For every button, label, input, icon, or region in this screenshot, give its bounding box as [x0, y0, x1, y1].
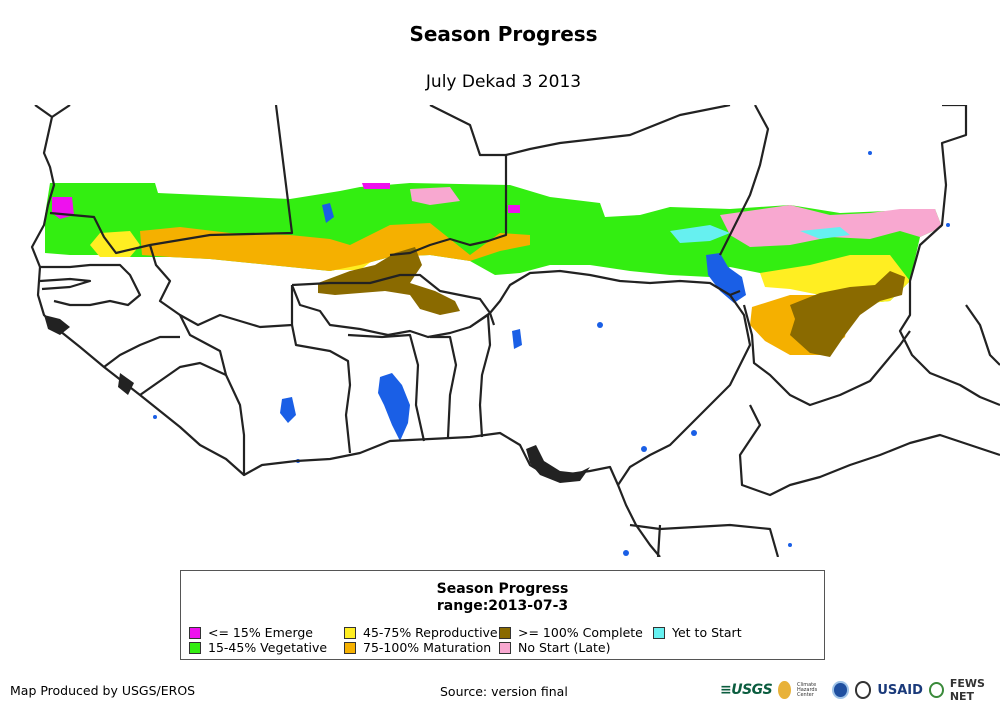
region-emerge-north: [362, 183, 390, 189]
season-progress-map: [30, 105, 1000, 557]
chc-drop-icon: [778, 681, 791, 699]
legend-label-complete: >= 100% Complete: [518, 625, 643, 640]
legend: Season Progress range:2013-07-3 <= 15% E…: [180, 570, 825, 660]
sierra-leone-coast: [118, 373, 134, 395]
fews-net-icon: [928, 682, 944, 698]
border-benin-nigeria: [469, 313, 492, 438]
chc-logo-text: Climate Hazards Center: [796, 681, 818, 698]
legend-label-maturation: 75-100% Maturation: [363, 640, 492, 655]
coastal-dark-layer: [44, 315, 590, 483]
legend-item-vegetative: 15-45% Vegetative: [189, 641, 327, 655]
border-niger-libya: [719, 105, 770, 256]
legend-item-no-start: No Start (Late): [499, 641, 610, 655]
legend-item-reproductive: 45-75% Reproductive: [344, 626, 498, 640]
legend-item-yet-to-start: Yet to Start: [653, 626, 742, 640]
source-note: Source: version final: [440, 684, 568, 699]
border-car: [738, 404, 1000, 497]
legend-item-maturation: 75-100% Maturation: [344, 641, 491, 655]
coastline: [30, 105, 661, 557]
border-gabon: [656, 524, 662, 557]
region-complete-nigeria: [790, 271, 905, 357]
map-subtitle: July Dekad 3 2013: [425, 72, 582, 92]
legend-title-text: Season Progress: [436, 581, 569, 597]
fews-net-logo: FEWS NET: [949, 677, 985, 703]
seal-logo-icon: [854, 681, 872, 699]
legend-range: range:2013-07-3: [436, 598, 569, 614]
border-ivory-ghana: [290, 324, 352, 454]
border-mauritania-mali: [49, 105, 294, 255]
reservoir-3: [641, 446, 647, 452]
niger-delta: [526, 445, 590, 483]
border-togo-benin: [430, 335, 458, 438]
legend-label-vegetative: 15-45% Vegetative: [208, 640, 328, 655]
lake-volta: [378, 373, 410, 441]
region-nostart-east: [720, 205, 942, 247]
legend-label-yet-to-start: Yet to Start: [672, 625, 742, 640]
border-liberia: [139, 361, 227, 396]
legend-swatch-reproductive: [344, 627, 356, 639]
legend-swatch-no-start: [499, 642, 511, 654]
region-complete-mali: [318, 247, 460, 315]
border-nigeria-cameroon: [617, 294, 752, 486]
border-mali-algeria: [389, 105, 508, 257]
region-nostart-mali: [410, 187, 460, 205]
guinea-bissau-coast: [44, 315, 70, 335]
border-congo: [629, 523, 780, 557]
reservoir-2: [691, 430, 697, 436]
usaid-logo: USAID: [877, 682, 923, 698]
border-cameroon-chad: [742, 304, 911, 407]
border-chad-libya: [898, 105, 1000, 407]
lake-chad: [706, 253, 746, 303]
partner-logos: ≡USGS Climate Hazards Center USAID FEWS …: [720, 677, 1007, 703]
reservoir-9: [788, 543, 792, 547]
season-layer: [45, 183, 942, 357]
reservoir-8: [623, 550, 629, 556]
region-yet-to-start-east: [800, 227, 850, 239]
border-ghana-togo: [347, 333, 426, 442]
water-layer: [153, 151, 950, 556]
legend-item-emerge: <= 15% Emerge: [189, 626, 313, 640]
produced-by-credit: Map Produced by USGS/EROS: [10, 683, 196, 698]
border-west-senegal: [40, 263, 142, 307]
legend-swatch-yet-to-start: [653, 627, 665, 639]
legend-swatch-maturation: [344, 642, 356, 654]
border-algeria-niger: [505, 105, 731, 157]
lake-kainji: [512, 329, 522, 349]
legend-swatch-emerge: [189, 627, 201, 639]
region-yet-to-start: [670, 225, 730, 243]
region-emerge-mali: [508, 205, 520, 213]
reservoir-6: [868, 151, 872, 155]
border-mauritania-west: [51, 105, 71, 118]
legend-swatch-vegetative: [189, 642, 201, 654]
border-gambia: [39, 277, 92, 291]
legend-label-no-start: No Start (Late): [518, 640, 611, 655]
legend-item-complete: >= 100% Complete: [499, 626, 643, 640]
noaa-logo-icon: [831, 681, 849, 699]
border-sierra-leone: [103, 335, 180, 368]
reservoir-7: [946, 223, 950, 227]
map-title: Season Progress: [409, 22, 598, 46]
reservoir-5: [153, 415, 157, 419]
niger-inland-delta: [322, 203, 334, 223]
lake-kossou: [280, 397, 296, 423]
usgs-logo: ≡USGS: [720, 682, 773, 698]
legend-title: Season Progress range:2013-07-3: [181, 581, 824, 615]
reservoir-1: [597, 322, 603, 328]
border-mali-guinea: [148, 244, 294, 329]
border-niger-nigeria: [488, 269, 741, 326]
border-sudan: [965, 304, 1000, 366]
legend-label-emerge: <= 15% Emerge: [208, 625, 313, 640]
legend-swatch-complete: [499, 627, 511, 639]
legend-label-reproductive: 45-75% Reproductive: [363, 625, 498, 640]
